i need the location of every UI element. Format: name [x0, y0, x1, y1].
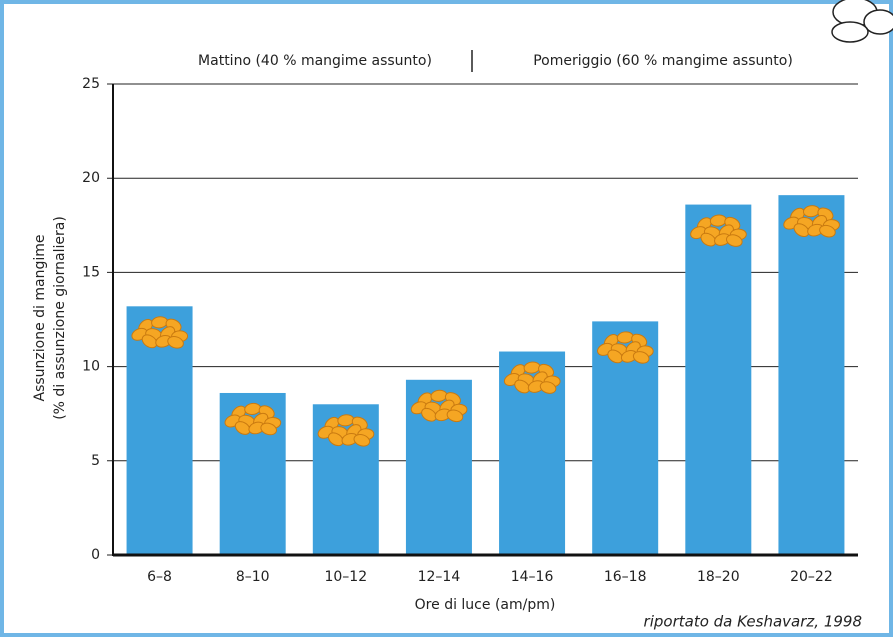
- grain: [793, 223, 810, 238]
- morning-annotation: Mattino (40 % mangime assunto): [198, 53, 432, 69]
- y-tick-label: 25: [82, 76, 100, 92]
- bar: [312, 404, 379, 555]
- grain: [167, 336, 184, 349]
- grain: [819, 224, 836, 238]
- x-axis-label: Ore di luce (am/pm): [415, 597, 556, 613]
- grain: [700, 232, 717, 247]
- x-tick-label: 8–10: [236, 569, 270, 585]
- grain-icon: [783, 205, 840, 238]
- x-tick-label: 16–18: [604, 569, 647, 585]
- x-tick-label: 10–12: [324, 569, 367, 585]
- grain-icon: [131, 316, 189, 349]
- grain: [726, 234, 743, 247]
- y-tick-label: 0: [91, 547, 100, 563]
- bar: [126, 306, 193, 555]
- grain-icon: [503, 361, 561, 394]
- grain-icon: [690, 214, 747, 247]
- grain: [141, 334, 158, 349]
- y-tick-label: 15: [82, 264, 100, 280]
- x-tick-label: 12–14: [418, 569, 461, 585]
- grain: [539, 381, 557, 394]
- bar: [685, 204, 752, 556]
- x-tick-label: 20–22: [790, 569, 833, 585]
- grain: [421, 407, 437, 422]
- grain-icon: [410, 389, 468, 423]
- y-axis-label: (% di assunzione giornaliera): [52, 216, 68, 420]
- grain-icon: [317, 414, 375, 447]
- x-tick-label: 6–8: [147, 569, 172, 585]
- y-axis-label: Assunzione di mangime: [32, 235, 48, 402]
- grain: [632, 351, 650, 364]
- grain: [446, 409, 464, 423]
- grain: [328, 432, 344, 447]
- afternoon-annotation: Pomeriggio (60 % mangime assunto): [533, 53, 793, 69]
- grain: [353, 433, 371, 447]
- x-tick-label: 18–20: [697, 569, 740, 585]
- y-tick-label: 10: [82, 359, 100, 375]
- source: riportato da Keshavarz, 1998: [644, 613, 862, 631]
- y-tick-label: 5: [91, 453, 100, 469]
- grain: [234, 421, 251, 435]
- grain: [607, 349, 623, 364]
- grain: [514, 379, 530, 394]
- y-tick-label: 20: [82, 170, 100, 186]
- grain-icon: [597, 331, 654, 364]
- grain: [260, 422, 277, 436]
- grain-icon: [224, 402, 282, 436]
- bar: [778, 195, 845, 555]
- corner-flower: [831, 0, 893, 43]
- x-tick-label: 14–16: [511, 569, 554, 585]
